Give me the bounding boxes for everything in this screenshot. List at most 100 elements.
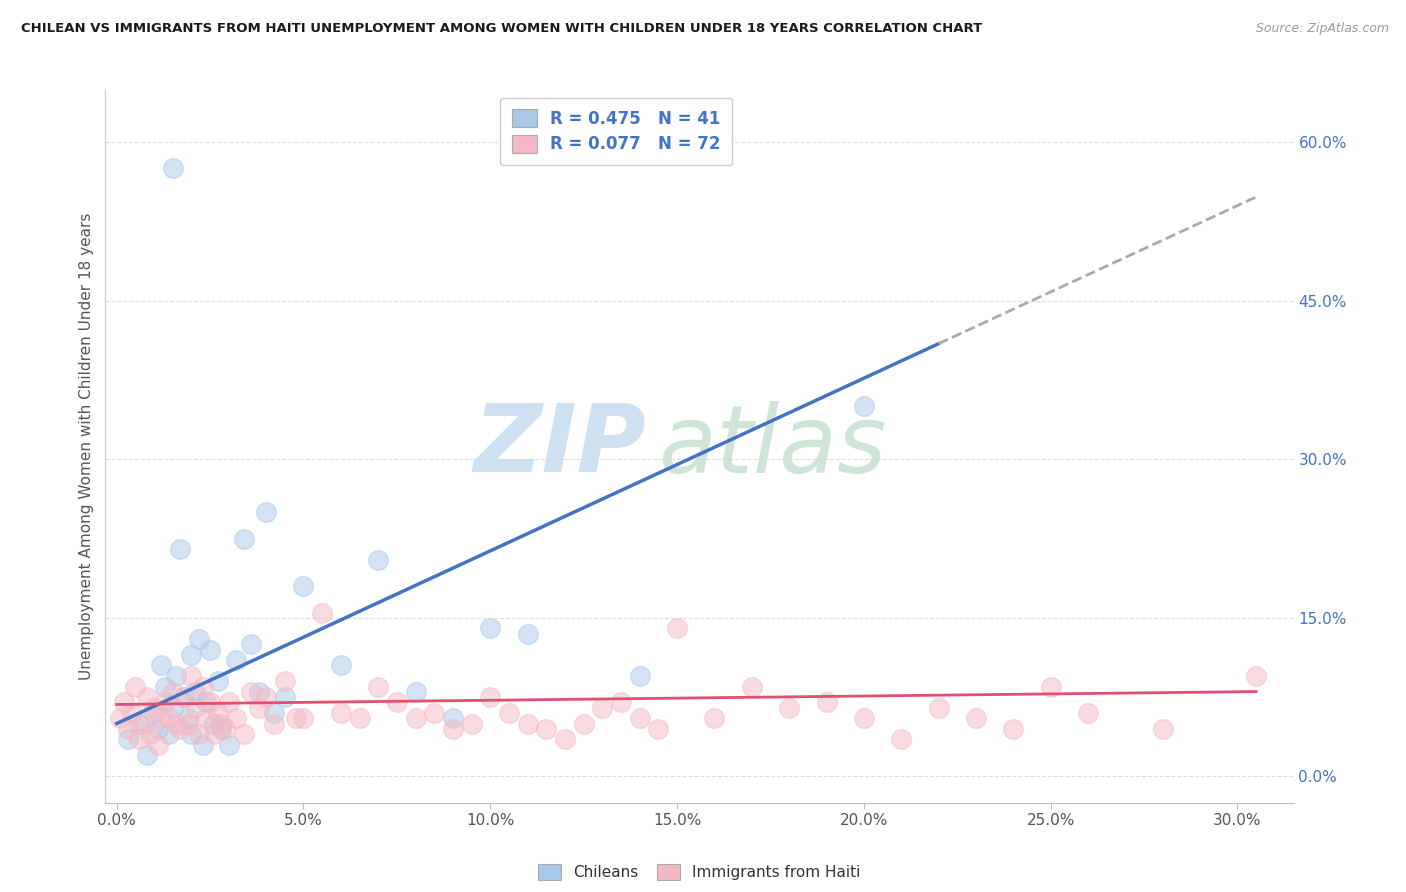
Point (121, 706, 143, 720)
Point (232, 532, 254, 546)
Point (385, 695, 408, 709)
Point (610, 695, 633, 709)
Point (254, 690, 277, 704)
Point (405, 685, 427, 699)
Point (232, 727, 254, 741)
Point (928, 700, 950, 714)
Point (165, 716, 187, 731)
Point (572, 716, 595, 731)
Point (647, 722, 669, 736)
Legend: Chileans, Immigrants from Haiti: Chileans, Immigrants from Haiti (530, 856, 869, 888)
Point (180, 669, 202, 683)
Point (1077, 706, 1099, 720)
Point (176, 711, 198, 725)
Point (169, 542, 191, 557)
Point (890, 732, 912, 747)
Point (247, 700, 270, 714)
Point (128, 732, 150, 747)
Point (135, 690, 157, 704)
Point (176, 716, 198, 731)
Point (329, 706, 352, 720)
Point (591, 700, 613, 714)
Point (405, 711, 427, 725)
Point (124, 680, 146, 694)
Point (225, 653, 247, 667)
Point (1244, 669, 1267, 683)
Point (150, 711, 173, 725)
Point (187, 632, 209, 646)
Point (218, 738, 240, 752)
Point (207, 706, 229, 720)
Text: Source: ZipAtlas.com: Source: ZipAtlas.com (1256, 22, 1389, 36)
Point (165, 669, 187, 683)
Point (536, 722, 558, 736)
Point (274, 690, 297, 704)
Point (254, 505, 277, 519)
Point (207, 674, 229, 689)
Point (703, 711, 725, 725)
Point (184, 700, 207, 714)
Point (143, 700, 166, 714)
Point (479, 621, 502, 635)
Text: atlas: atlas (658, 401, 886, 491)
Point (852, 400, 875, 414)
Point (778, 700, 800, 714)
Point (198, 642, 221, 657)
Point (157, 711, 180, 725)
Point (516, 716, 538, 731)
Point (155, 680, 177, 694)
Point (180, 648, 202, 662)
Point (554, 732, 576, 747)
Point (498, 706, 520, 720)
Point (741, 680, 763, 694)
Text: CHILEAN VS IMMIGRANTS FROM HAITI UNEMPLOYMENT AMONG WOMEN WITH CHILDREN UNDER 18: CHILEAN VS IMMIGRANTS FROM HAITI UNEMPLO… (21, 22, 983, 36)
Point (367, 680, 389, 694)
Point (311, 606, 333, 620)
Point (112, 695, 135, 709)
Point (162, 161, 184, 176)
Point (1002, 722, 1025, 736)
Point (184, 685, 207, 699)
Point (479, 690, 502, 704)
Point (274, 674, 297, 689)
Point (666, 621, 689, 635)
Point (146, 722, 169, 736)
Point (209, 716, 232, 731)
Point (132, 716, 155, 731)
Text: ZIP: ZIP (474, 400, 645, 492)
Point (146, 738, 169, 752)
Point (852, 711, 875, 725)
Point (263, 706, 285, 720)
Point (516, 626, 538, 640)
Point (135, 748, 157, 763)
Point (202, 727, 225, 741)
Point (117, 722, 139, 736)
Point (195, 695, 218, 709)
Point (965, 711, 987, 725)
Point (191, 738, 214, 752)
Point (162, 685, 184, 699)
Point (117, 732, 139, 747)
Point (150, 658, 173, 673)
Point (155, 695, 177, 709)
Point (225, 711, 247, 725)
Point (202, 716, 225, 731)
Point (628, 711, 651, 725)
Point (143, 706, 166, 720)
Point (240, 637, 263, 651)
Point (218, 695, 240, 709)
Point (209, 722, 232, 736)
Point (198, 695, 221, 709)
Point (180, 727, 202, 741)
Point (349, 711, 371, 725)
Point (628, 669, 651, 683)
Point (460, 716, 482, 731)
Point (247, 685, 270, 699)
Point (173, 690, 195, 704)
Y-axis label: Unemployment Among Women with Children Under 18 years: Unemployment Among Women with Children U… (79, 212, 94, 680)
Point (423, 706, 446, 720)
Point (285, 711, 308, 725)
Point (191, 680, 214, 694)
Point (139, 727, 162, 741)
Point (195, 711, 218, 725)
